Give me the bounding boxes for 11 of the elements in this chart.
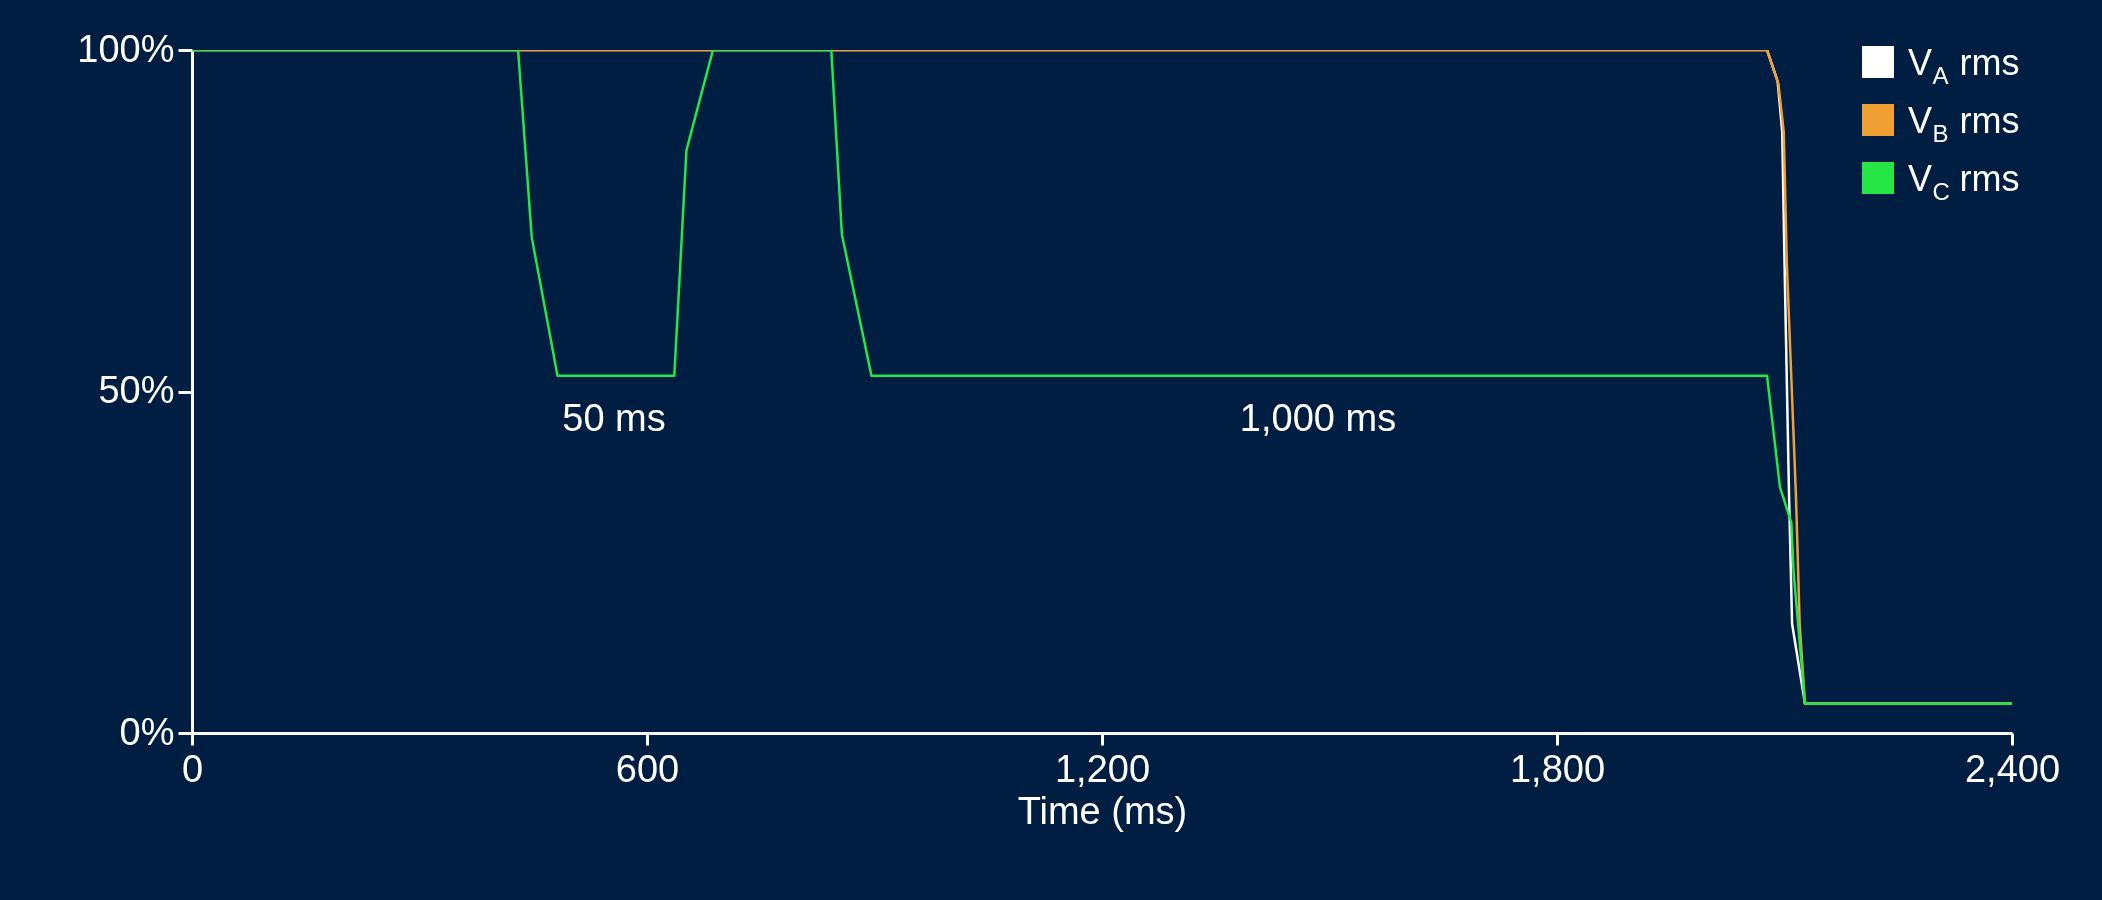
- x-tick-label: 600: [615, 747, 680, 790]
- x-axis-title: Time (ms): [1017, 789, 1188, 832]
- x-tick-label: 0: [181, 747, 204, 790]
- y-tick-label: 100%: [77, 27, 175, 70]
- annotation: 50 ms: [562, 397, 666, 439]
- annotation: 1,000 ms: [1239, 397, 1397, 439]
- x-tick-label: 1,200: [1054, 747, 1151, 790]
- y-tick-label: 50%: [98, 369, 175, 411]
- y-tick-label: 0%: [119, 710, 175, 753]
- x-tick-label: 2,400: [1964, 747, 2061, 790]
- x-tick-label: 1,800: [1509, 747, 1606, 790]
